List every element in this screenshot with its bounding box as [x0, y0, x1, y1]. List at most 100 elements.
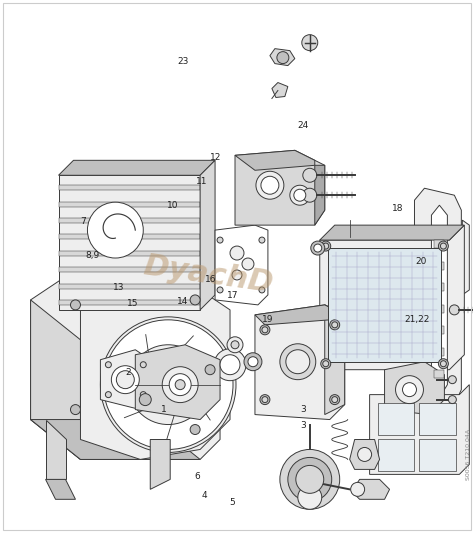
Circle shape	[311, 241, 325, 255]
Text: 7: 7	[81, 217, 86, 226]
Text: 4: 4	[201, 490, 207, 499]
Bar	[434, 305, 445, 313]
Circle shape	[448, 395, 456, 403]
Circle shape	[323, 243, 329, 249]
Polygon shape	[150, 440, 170, 489]
Circle shape	[290, 185, 310, 205]
Circle shape	[139, 394, 151, 406]
Circle shape	[314, 244, 322, 252]
Bar	[434, 240, 445, 248]
Circle shape	[330, 394, 340, 405]
Polygon shape	[58, 185, 200, 190]
Text: 15: 15	[128, 299, 139, 308]
Text: 16: 16	[205, 275, 217, 284]
Polygon shape	[46, 479, 75, 499]
Circle shape	[214, 349, 246, 381]
Bar	[434, 262, 445, 270]
Circle shape	[162, 367, 198, 402]
Circle shape	[71, 405, 81, 415]
Polygon shape	[215, 225, 268, 305]
Circle shape	[286, 350, 310, 374]
Circle shape	[303, 188, 317, 202]
Circle shape	[227, 337, 243, 353]
Text: S0056 T210 04A: S0056 T210 04A	[466, 429, 471, 480]
Text: DyachD: DyachD	[142, 251, 275, 298]
Circle shape	[153, 370, 183, 400]
Polygon shape	[315, 165, 325, 225]
Text: 3: 3	[301, 406, 306, 415]
Circle shape	[205, 365, 215, 375]
Polygon shape	[58, 267, 200, 272]
Polygon shape	[370, 385, 469, 474]
Circle shape	[330, 320, 340, 330]
Polygon shape	[135, 345, 220, 419]
Polygon shape	[58, 218, 200, 223]
Polygon shape	[350, 440, 380, 470]
Polygon shape	[431, 205, 447, 398]
Text: 2: 2	[126, 368, 131, 377]
Circle shape	[232, 270, 242, 280]
Polygon shape	[200, 160, 215, 310]
Bar	[434, 283, 445, 291]
Polygon shape	[31, 300, 81, 459]
Text: 24: 24	[298, 121, 309, 130]
Circle shape	[449, 305, 459, 315]
Polygon shape	[320, 225, 465, 240]
Polygon shape	[352, 479, 390, 499]
Polygon shape	[58, 251, 200, 256]
Polygon shape	[31, 419, 200, 459]
Circle shape	[288, 457, 332, 502]
Circle shape	[438, 359, 448, 369]
Polygon shape	[235, 150, 325, 225]
Circle shape	[100, 317, 236, 453]
Circle shape	[217, 237, 223, 243]
Text: 14: 14	[177, 296, 188, 305]
Bar	[328, 248, 441, 362]
Circle shape	[323, 361, 329, 367]
Text: 18: 18	[392, 204, 403, 213]
Polygon shape	[58, 201, 200, 207]
Circle shape	[260, 325, 270, 335]
Circle shape	[332, 322, 337, 328]
Circle shape	[438, 241, 448, 251]
Circle shape	[230, 246, 244, 260]
Text: 19: 19	[262, 315, 273, 324]
Polygon shape	[46, 419, 65, 479]
Bar	[378, 402, 414, 434]
Polygon shape	[384, 362, 445, 415]
Circle shape	[303, 168, 317, 182]
Circle shape	[169, 374, 191, 395]
Text: 8,9: 8,9	[86, 252, 100, 261]
Circle shape	[302, 35, 318, 51]
Circle shape	[87, 202, 143, 258]
Polygon shape	[81, 285, 230, 459]
Circle shape	[262, 397, 268, 402]
Text: 3: 3	[301, 422, 306, 431]
Circle shape	[332, 397, 337, 402]
Text: 10: 10	[167, 201, 179, 210]
Polygon shape	[272, 83, 288, 98]
Circle shape	[220, 355, 240, 375]
Circle shape	[217, 287, 223, 293]
Text: 20: 20	[416, 257, 427, 265]
Circle shape	[280, 344, 316, 379]
Circle shape	[259, 287, 265, 293]
Circle shape	[395, 376, 423, 403]
Polygon shape	[58, 235, 200, 239]
Text: 1: 1	[161, 406, 167, 415]
Text: 6: 6	[194, 472, 200, 481]
Polygon shape	[255, 305, 345, 419]
Text: 5: 5	[229, 498, 235, 507]
Polygon shape	[58, 175, 200, 310]
Circle shape	[296, 465, 324, 494]
Bar	[434, 348, 445, 356]
Text: 21,22: 21,22	[404, 315, 429, 324]
Circle shape	[280, 449, 340, 510]
Polygon shape	[414, 188, 461, 415]
Polygon shape	[462, 220, 469, 295]
Polygon shape	[270, 49, 295, 66]
Bar	[419, 402, 456, 434]
Polygon shape	[320, 225, 465, 370]
Circle shape	[71, 300, 81, 310]
Circle shape	[402, 383, 417, 397]
